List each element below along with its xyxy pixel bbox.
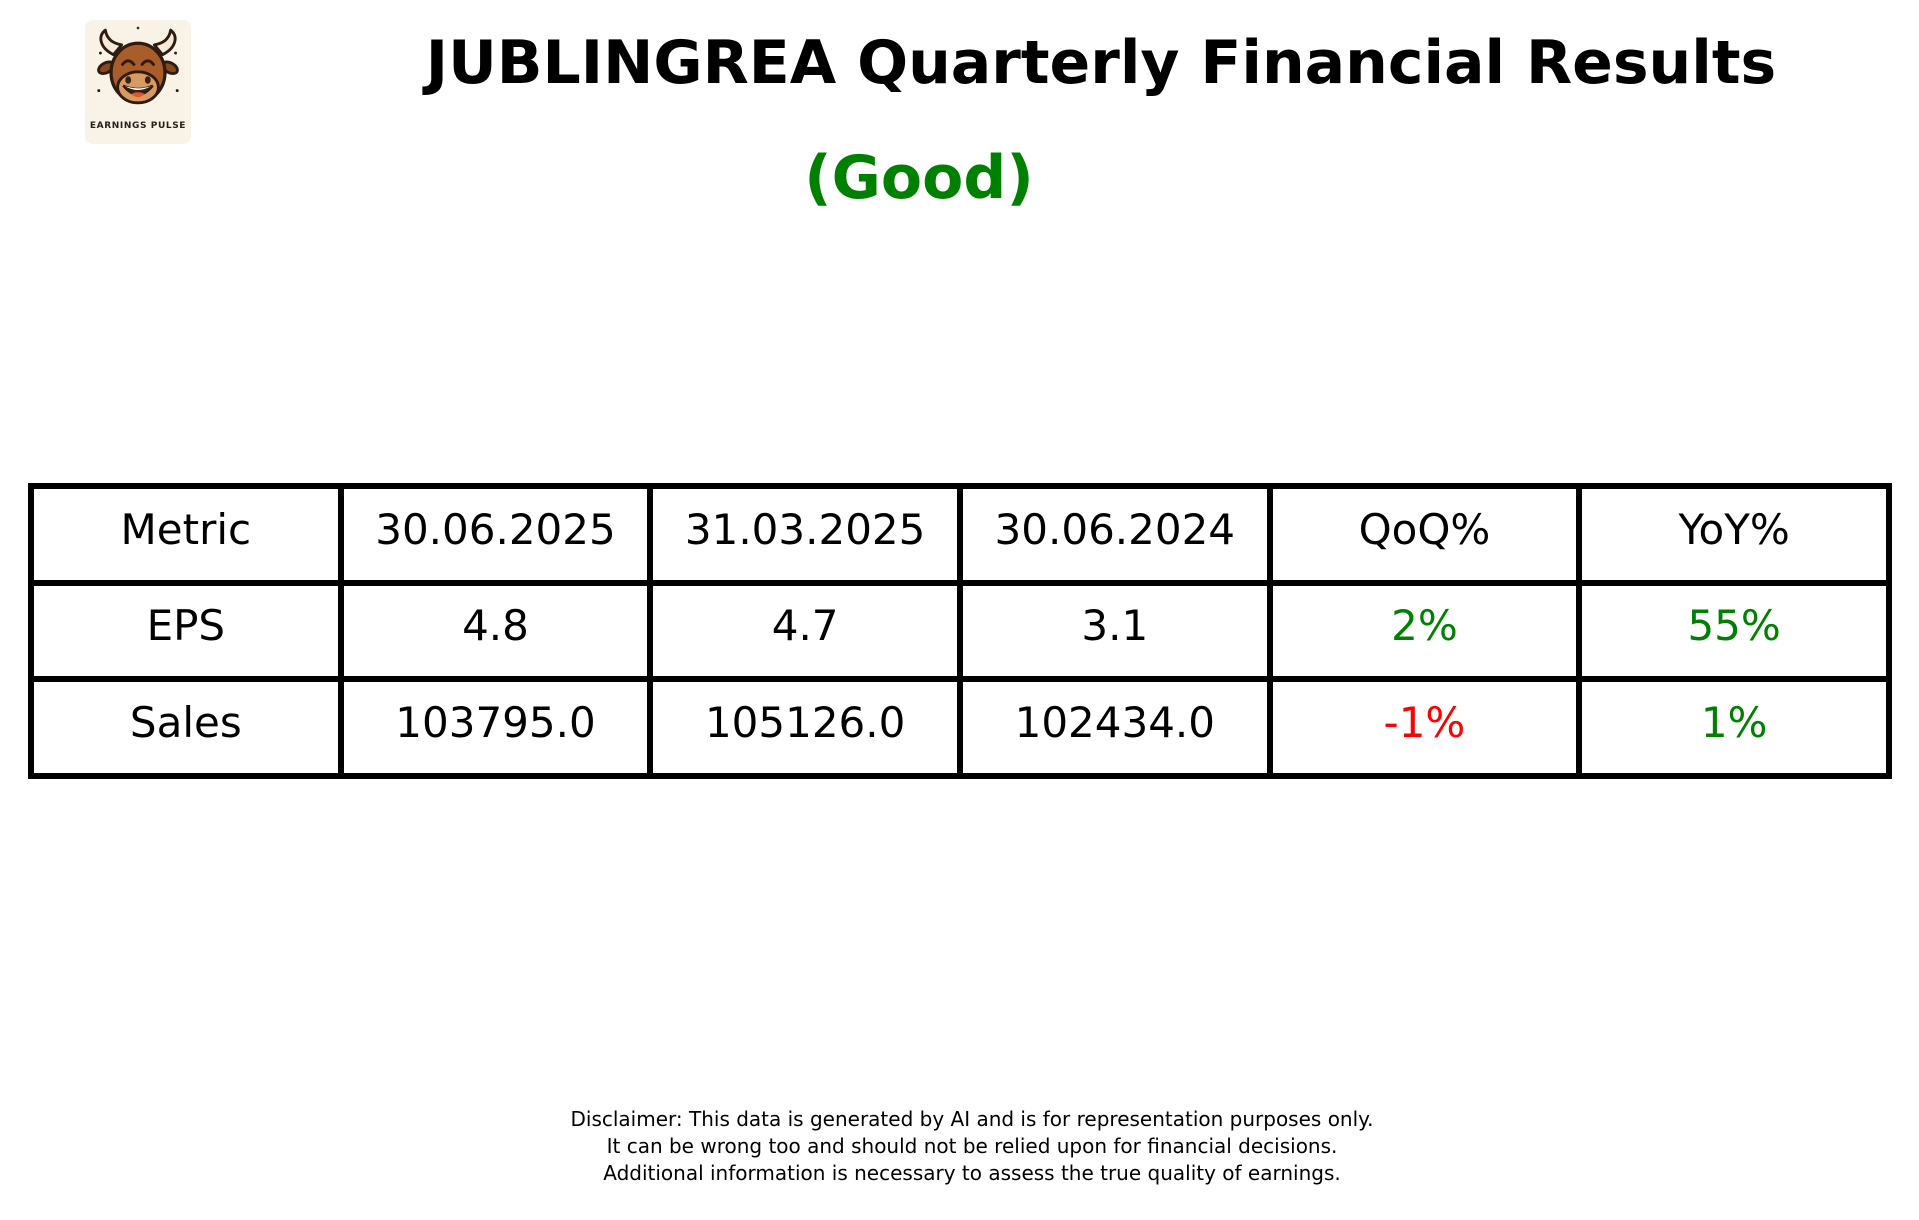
table-cell: 2% bbox=[1266, 579, 1583, 683]
results-table: Metric 30.06.2025 31.03.2025 30.06.2024 … bbox=[28, 483, 1892, 779]
table-cell: 105126.0 bbox=[647, 676, 963, 779]
table-cell: 102434.0 bbox=[956, 676, 1273, 779]
verdict-subtitle: (Good) bbox=[804, 143, 1034, 213]
table-cell: -1% bbox=[1266, 676, 1583, 779]
table-header-row: Metric 30.06.2025 31.03.2025 30.06.2024 … bbox=[28, 483, 1892, 586]
disclaimer-line: Disclaimer: This data is generated by AI… bbox=[570, 1107, 1374, 1131]
earnings-pulse-logo: EARNINGS PULSE bbox=[85, 20, 191, 144]
table-cell: 4.7 bbox=[647, 579, 963, 683]
table-cell: EPS bbox=[28, 579, 344, 683]
table-cell: 1% bbox=[1576, 676, 1892, 779]
table-cell: 4.8 bbox=[337, 579, 654, 683]
column-header-q-current: 30.06.2025 bbox=[337, 483, 654, 586]
table-row-sales: Sales 103795.0 105126.0 102434.0 -1% 1% bbox=[28, 676, 1892, 779]
laughing-bull-icon bbox=[97, 26, 179, 105]
table-cell: 103795.0 bbox=[337, 676, 654, 779]
table-cell: Sales bbox=[28, 676, 344, 779]
column-header-metric: Metric bbox=[28, 483, 344, 586]
brand-text: EARNINGS PULSE bbox=[89, 121, 187, 131]
column-header-q-previous: 31.03.2025 bbox=[647, 483, 963, 586]
column-header-q-yearago: 30.06.2024 bbox=[956, 483, 1273, 586]
disclaimer: Disclaimer: This data is generated by AI… bbox=[571, 1106, 1374, 1187]
page-title: JUBLINGREA Quarterly Financial Results bbox=[425, 28, 1777, 98]
disclaimer-line: Additional information is necessary to a… bbox=[603, 1161, 1341, 1185]
column-header-qoq: QoQ% bbox=[1266, 483, 1583, 586]
disclaimer-line: It can be wrong too and should not be re… bbox=[606, 1134, 1338, 1158]
column-header-yoy: YoY% bbox=[1576, 483, 1892, 586]
table-cell: 55% bbox=[1576, 579, 1892, 683]
table-row-eps: EPS 4.8 4.7 3.1 2% 55% bbox=[28, 579, 1892, 683]
table-cell: 3.1 bbox=[956, 579, 1273, 683]
